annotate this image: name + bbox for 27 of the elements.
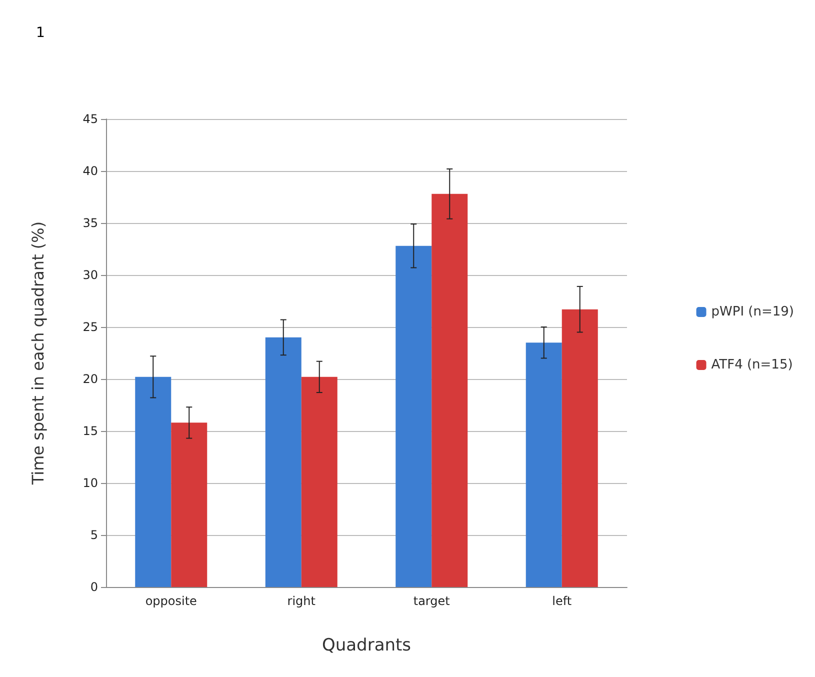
legend-label: ATF4 (n=15) (711, 358, 793, 372)
bar (171, 422, 208, 587)
y-tick-label: 40 (82, 164, 98, 178)
text: 1 (36, 25, 45, 41)
y-tick-label: 5 (90, 528, 98, 542)
bar (526, 342, 562, 587)
bar (301, 376, 338, 587)
x-tick-label: right (287, 594, 316, 608)
x-tick-label: left (552, 594, 572, 608)
x-tick-label: target (413, 594, 450, 608)
bar (396, 246, 432, 587)
y-tick-label: 10 (82, 476, 98, 490)
bar (135, 376, 172, 587)
y-tick-label: 15 (82, 424, 98, 438)
y-tick-label: 0 (90, 580, 98, 594)
y-axis-title: Time spent in each quadrant (%) (28, 221, 48, 486)
y-tick-label: 45 (82, 112, 98, 126)
legend-label: pWPI (n=19) (711, 304, 794, 320)
x-axis-title: Quadrants (322, 636, 412, 656)
y-tick-label: 25 (82, 320, 98, 334)
y-tick-label: 20 (82, 372, 98, 386)
x-tick-label: opposite (145, 594, 197, 608)
bar (432, 194, 468, 587)
bar (562, 309, 598, 587)
y-tick-label: 35 (82, 216, 98, 230)
y-tick-label: 30 (82, 268, 98, 282)
bar (265, 337, 302, 587)
